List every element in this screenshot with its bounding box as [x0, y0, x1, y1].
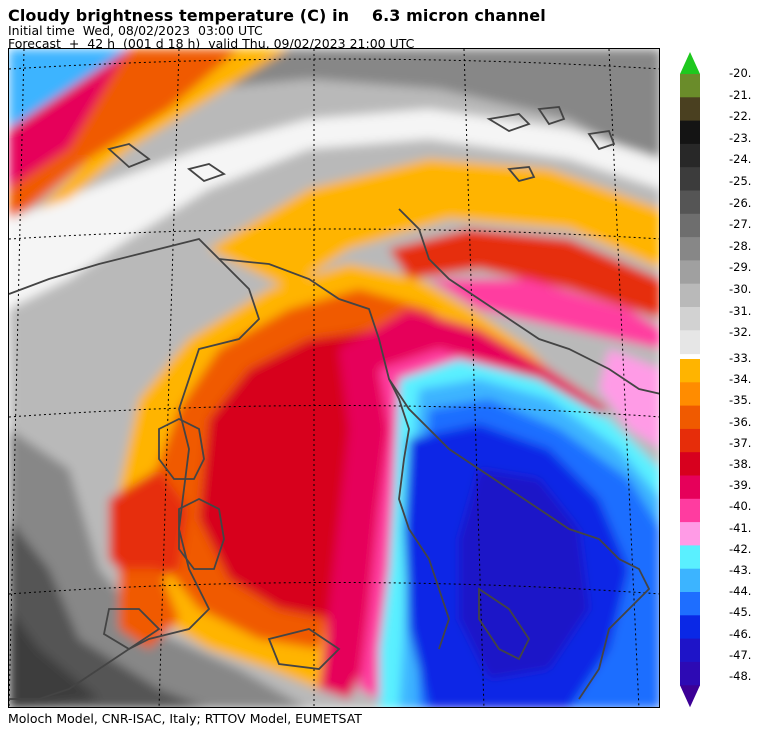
legend-tick-label: -34.: [729, 372, 752, 387]
legend-swatch: [680, 283, 700, 308]
color-scale-legend: [660, 48, 760, 718]
legend-swatch: [680, 74, 700, 98]
legend-tick-label: -44.: [729, 584, 752, 599]
legend-tick-label: -27.: [729, 217, 752, 232]
legend-swatch: [680, 545, 700, 570]
legend-arrow-bottom: [680, 685, 700, 708]
legend-tick-label: -22.: [729, 109, 752, 124]
initial-time-line: Initial time Wed, 08/02/2023 03:00 UTC: [8, 23, 263, 38]
legend-swatch: [680, 615, 700, 640]
legend-tick-label: -28.: [729, 238, 752, 253]
brightness-temperature-map: [8, 48, 660, 708]
legend-swatch: [680, 661, 700, 686]
legend-swatch: [680, 405, 700, 430]
legend-tick-label: -42.: [729, 541, 752, 556]
legend-swatch: [680, 307, 700, 331]
legend-swatch: [680, 260, 700, 285]
legend-swatch: [680, 97, 700, 122]
legend-tick-label: -31.: [729, 303, 752, 318]
legend-swatch: [680, 143, 700, 168]
legend-tick-label: -29.: [729, 260, 752, 275]
legend-tick-label: -25.: [729, 174, 752, 188]
legend-tick-label: -41.: [729, 520, 752, 535]
legend-swatch: [680, 167, 700, 191]
legend-swatch: [680, 382, 700, 407]
legend-swatch: [680, 475, 700, 500]
legend-swatch: [680, 452, 700, 476]
legend-tick-label: -35.: [729, 393, 752, 408]
legend-swatch: [680, 330, 700, 355]
legend-tick-label: -48.: [729, 669, 752, 683]
color-scale-bar: [680, 52, 700, 708]
legend-swatch: [680, 568, 700, 593]
legend-tick-label: -45.: [729, 605, 752, 620]
legend-swatch: [680, 428, 700, 453]
legend-swatch: [680, 213, 700, 238]
legend-tick-label: -46.: [729, 626, 752, 641]
legend-tick-label: -43.: [729, 563, 752, 577]
legend-tick-label: -26.: [729, 195, 752, 210]
legend-tick-label: -47.: [729, 647, 752, 662]
legend-tick-label: -36.: [729, 414, 752, 429]
legend-swatch: [680, 638, 700, 663]
legend-tick-label: -37.: [729, 435, 752, 450]
legend-arrow-top: [680, 52, 700, 74]
legend-tick-label: -33.: [729, 351, 752, 365]
legend-tick-label: -38.: [729, 457, 752, 471]
forecast-line: Forecast + 42 h (001 d 18 h) valid Thu, …: [8, 36, 415, 51]
legend-tick-label: -21.: [729, 87, 752, 102]
legend-swatch: [680, 237, 700, 261]
legend-tick-label: -40.: [729, 499, 752, 514]
legend-tick-label: -23.: [729, 130, 752, 145]
legend-swatch: [680, 120, 700, 145]
legend-tick-label: -39.: [729, 478, 752, 493]
legend-swatch: [680, 190, 700, 215]
legend-swatch: [680, 498, 700, 523]
coastlines: [9, 106, 659, 700]
legend-swatch: [680, 522, 700, 546]
legend-tick-label: -24.: [729, 152, 752, 167]
legend-swatch: [680, 359, 700, 383]
model-credit: Moloch Model, CNR-ISAC, Italy; RTTOV Mod…: [8, 711, 362, 726]
map-canvas: [9, 49, 659, 707]
temperature-field: [9, 49, 659, 707]
legend-tick-label: -20.: [729, 66, 752, 80]
chart-title: Cloudy brightness temperature (C) in 6.3…: [8, 6, 546, 25]
legend-swatch: [680, 592, 700, 616]
legend-tick-label: -32.: [729, 325, 752, 340]
legend-tick-label: -30.: [729, 282, 752, 296]
lat-lon-grid: [9, 49, 659, 707]
